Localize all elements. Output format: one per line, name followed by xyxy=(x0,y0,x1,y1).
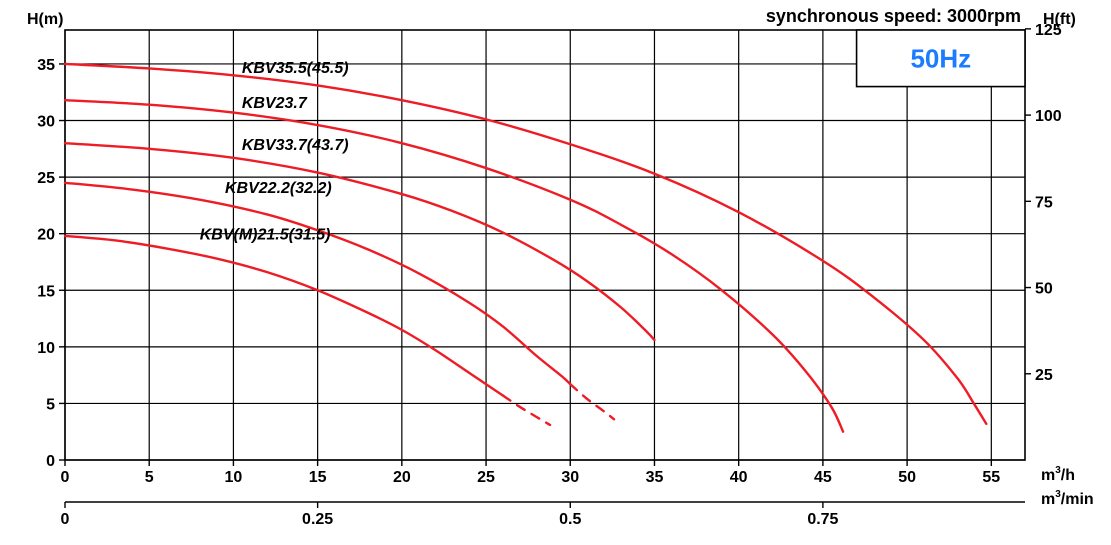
pump-curve-chart: 05101520253035H(m)255075100125H(ft)05101… xyxy=(0,0,1111,545)
series-label: KBV23.7 xyxy=(242,95,308,112)
ytick-left: 5 xyxy=(46,396,55,413)
xtick2: 0.5 xyxy=(559,511,581,528)
xtick2: 0 xyxy=(61,511,70,528)
ytick-right: 25 xyxy=(1035,367,1053,384)
ytick-right: 100 xyxy=(1035,108,1062,125)
svg-text:m3/min: m3/min xyxy=(1041,489,1094,508)
xtick: 30 xyxy=(561,469,579,486)
ytick-left: 10 xyxy=(37,340,55,357)
xtick: 0 xyxy=(61,469,70,486)
xtick: 5 xyxy=(145,469,154,486)
ytick-left: 15 xyxy=(37,283,55,300)
series-label: KBV(M)21.5(31.5) xyxy=(200,226,331,243)
ytick-right: 50 xyxy=(1035,281,1053,298)
ytick-left: 20 xyxy=(37,227,55,244)
xtick: 40 xyxy=(730,469,748,486)
top-note: synchronous speed: 3000rpm xyxy=(766,6,1021,26)
ytick-left: 30 xyxy=(37,114,55,131)
freq-badge-text: 50Hz xyxy=(910,43,971,73)
bottom2-unit: m3/min xyxy=(1041,489,1094,508)
left-axis-label: H(m) xyxy=(27,11,63,28)
series-label: KBV35.5(45.5) xyxy=(242,60,349,77)
xtick: 10 xyxy=(225,469,243,486)
series-label: KBV33.7(43.7) xyxy=(242,137,349,154)
xtick: 55 xyxy=(982,469,1000,486)
xtick: 20 xyxy=(393,469,411,486)
xtick: 15 xyxy=(309,469,327,486)
xtick: 50 xyxy=(898,469,916,486)
ytick-left: 0 xyxy=(46,453,55,470)
xtick2: 0.25 xyxy=(302,511,333,528)
ytick-right: 75 xyxy=(1035,194,1053,211)
xtick: 25 xyxy=(477,469,495,486)
xtick2: 0.75 xyxy=(807,511,838,528)
ytick-left: 35 xyxy=(37,57,55,74)
xtick: 35 xyxy=(646,469,664,486)
series-label: KBV22.2(32.2) xyxy=(225,180,332,197)
right-axis-label: H(ft) xyxy=(1043,11,1076,28)
ytick-left: 25 xyxy=(37,170,55,187)
xtick: 45 xyxy=(814,469,832,486)
